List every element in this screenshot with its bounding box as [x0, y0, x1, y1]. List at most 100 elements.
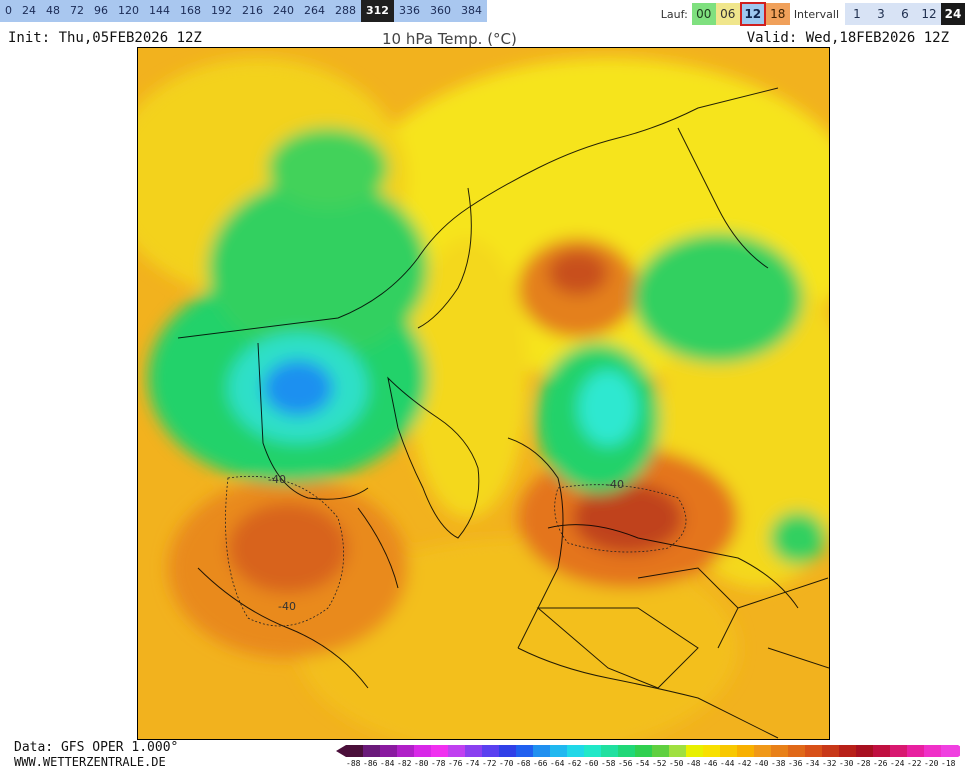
legend-swatch: [618, 745, 635, 757]
legend-swatch: [414, 745, 431, 757]
contour-label: -40: [268, 473, 286, 486]
legend-swatch: [839, 745, 856, 757]
interval-6-button[interactable]: 6: [893, 3, 917, 25]
forecast-hour-216-button[interactable]: 216: [242, 4, 263, 17]
forecast-hour-72-button[interactable]: 72: [70, 4, 84, 17]
run-00-button[interactable]: 00: [691, 3, 716, 25]
legend-labels: -88 -86 -84 -82 -80 -78 -76 -74 -72 -70 -68 -66 -64-…: [346, 759, 958, 769]
legend-swatch: [890, 745, 907, 757]
forecast-hour-384-button[interactable]: 384: [460, 4, 482, 17]
legend-swatch: [584, 745, 601, 757]
legend-arrow-left: [336, 745, 346, 757]
forecast-hour-120-button[interactable]: 120: [118, 4, 139, 17]
legend-swatch: [482, 745, 499, 757]
legend-swatch: [686, 745, 703, 757]
legend-swatch: [737, 745, 754, 757]
run-12-button[interactable]: 12: [739, 2, 766, 26]
legend-swatch: [533, 745, 550, 757]
forecast-hour-144-button[interactable]: 144: [149, 4, 170, 17]
forecast-hour-96-button[interactable]: 96: [94, 4, 108, 17]
legend-swatch: [550, 745, 567, 757]
legend-tick-label: -28: [856, 759, 871, 768]
forecast-hour-240-button[interactable]: 240: [273, 4, 294, 17]
map-graphic: -40 -40 -40: [138, 48, 829, 739]
legend-tick-label: -76: [448, 759, 463, 768]
legend-swatch: [754, 745, 771, 757]
legend-swatch: [771, 745, 788, 757]
run-18-button[interactable]: 18: [765, 3, 790, 25]
legend-tick-label: -66: [533, 759, 548, 768]
legend-tick-label: -54: [635, 759, 650, 768]
legend-tick-label: -42: [737, 759, 752, 768]
interval-3-button[interactable]: 3: [869, 3, 893, 25]
data-source-text: Data: GFS OPER 1.000°: [14, 740, 179, 755]
run-06-button[interactable]: 06: [715, 3, 740, 25]
legend-swatch: [720, 745, 737, 757]
legend-tick-label: -24: [890, 759, 905, 768]
legend-tick-label: -88: [346, 759, 361, 768]
run-interval-bar: Lauf: 00 06 12 18 Intervall 1 3 6 12 24: [660, 2, 965, 26]
forecast-hour-0-button[interactable]: 0: [5, 4, 12, 17]
legend-tick-label: -44: [720, 759, 735, 768]
legend-swatch: [805, 745, 822, 757]
legend-tick-label: -22: [907, 759, 922, 768]
legend-tick-label: -34: [805, 759, 820, 768]
legend-tick-label: -38: [771, 759, 786, 768]
forecast-hour-24-button[interactable]: 24: [22, 4, 36, 17]
forecast-hour-336-button[interactable]: 336: [398, 4, 420, 17]
legend-swatch: [431, 745, 448, 757]
legend-tick-label: -84: [380, 759, 395, 768]
legend-tick-label: -36: [788, 759, 803, 768]
legend-swatch: [465, 745, 482, 757]
legend-tick-label: -18: [941, 759, 956, 768]
interval-1-button[interactable]: 1: [845, 3, 869, 25]
valid-time: Valid: Wed,18FEB2026 12Z: [746, 30, 949, 46]
map-title: 10 hPa Temp. (°C): [382, 30, 517, 48]
forecast-hour-264-button[interactable]: 264: [304, 4, 325, 17]
legend-tick-label: -52: [652, 759, 667, 768]
legend-swatch: [397, 745, 414, 757]
legend-swatch: [907, 745, 924, 757]
minus40-contours: [225, 475, 687, 627]
coastlines: [177, 87, 829, 739]
legend-arrow-right: [958, 745, 960, 757]
legend-tick-label: -80: [414, 759, 429, 768]
legend-swatch: [601, 745, 618, 757]
legend-swatch: [873, 745, 890, 757]
site-name-text: WWW.WETTERZENTRALE.DE: [14, 755, 166, 769]
legend-tick-label: -58: [601, 759, 616, 768]
legend-swatch: [669, 745, 686, 757]
legend-tick-label: -20: [924, 759, 939, 768]
legend-tick-label: -70: [499, 759, 514, 768]
forecast-hour-360-button[interactable]: 360: [429, 4, 451, 17]
interval-24-button[interactable]: 24: [941, 3, 965, 25]
legend-swatch: [856, 745, 873, 757]
color-legend: [336, 745, 960, 757]
legend-tick-label: -64: [550, 759, 565, 768]
lauf-label: Lauf:: [660, 7, 688, 21]
forecast-hour-48-button[interactable]: 48: [46, 4, 60, 17]
legend-swatch: [346, 745, 363, 757]
legend-tick-label: -48: [686, 759, 701, 768]
legend-swatch: [788, 745, 805, 757]
legend-tick-label: -32: [822, 759, 837, 768]
forecast-hour-192-button[interactable]: 192: [211, 4, 232, 17]
legend-tick-label: -78: [431, 759, 446, 768]
init-time: Init: Thu,05FEB2026 12Z: [8, 30, 202, 46]
legend-swatch: [363, 745, 380, 757]
forecast-hour-288-button[interactable]: 288: [335, 4, 356, 17]
interval-12-button[interactable]: 12: [917, 3, 941, 25]
legend-tick-label: -82: [397, 759, 412, 768]
legend-tick-label: -26: [873, 759, 888, 768]
legend-tick-label: -86: [363, 759, 378, 768]
legend-tick-label: -30: [839, 759, 854, 768]
legend-tick-label: -62: [567, 759, 582, 768]
contour-label: -40: [278, 600, 296, 613]
forecast-hour-168-button[interactable]: 168: [180, 4, 201, 17]
legend-swatch: [652, 745, 669, 757]
legend-tick-label: -72: [482, 759, 497, 768]
legend-tick-label: -56: [618, 759, 633, 768]
forecast-hour-312-button[interactable]: 312: [361, 0, 394, 22]
legend-tick-label: -46: [703, 759, 718, 768]
legend-swatch: [516, 745, 533, 757]
